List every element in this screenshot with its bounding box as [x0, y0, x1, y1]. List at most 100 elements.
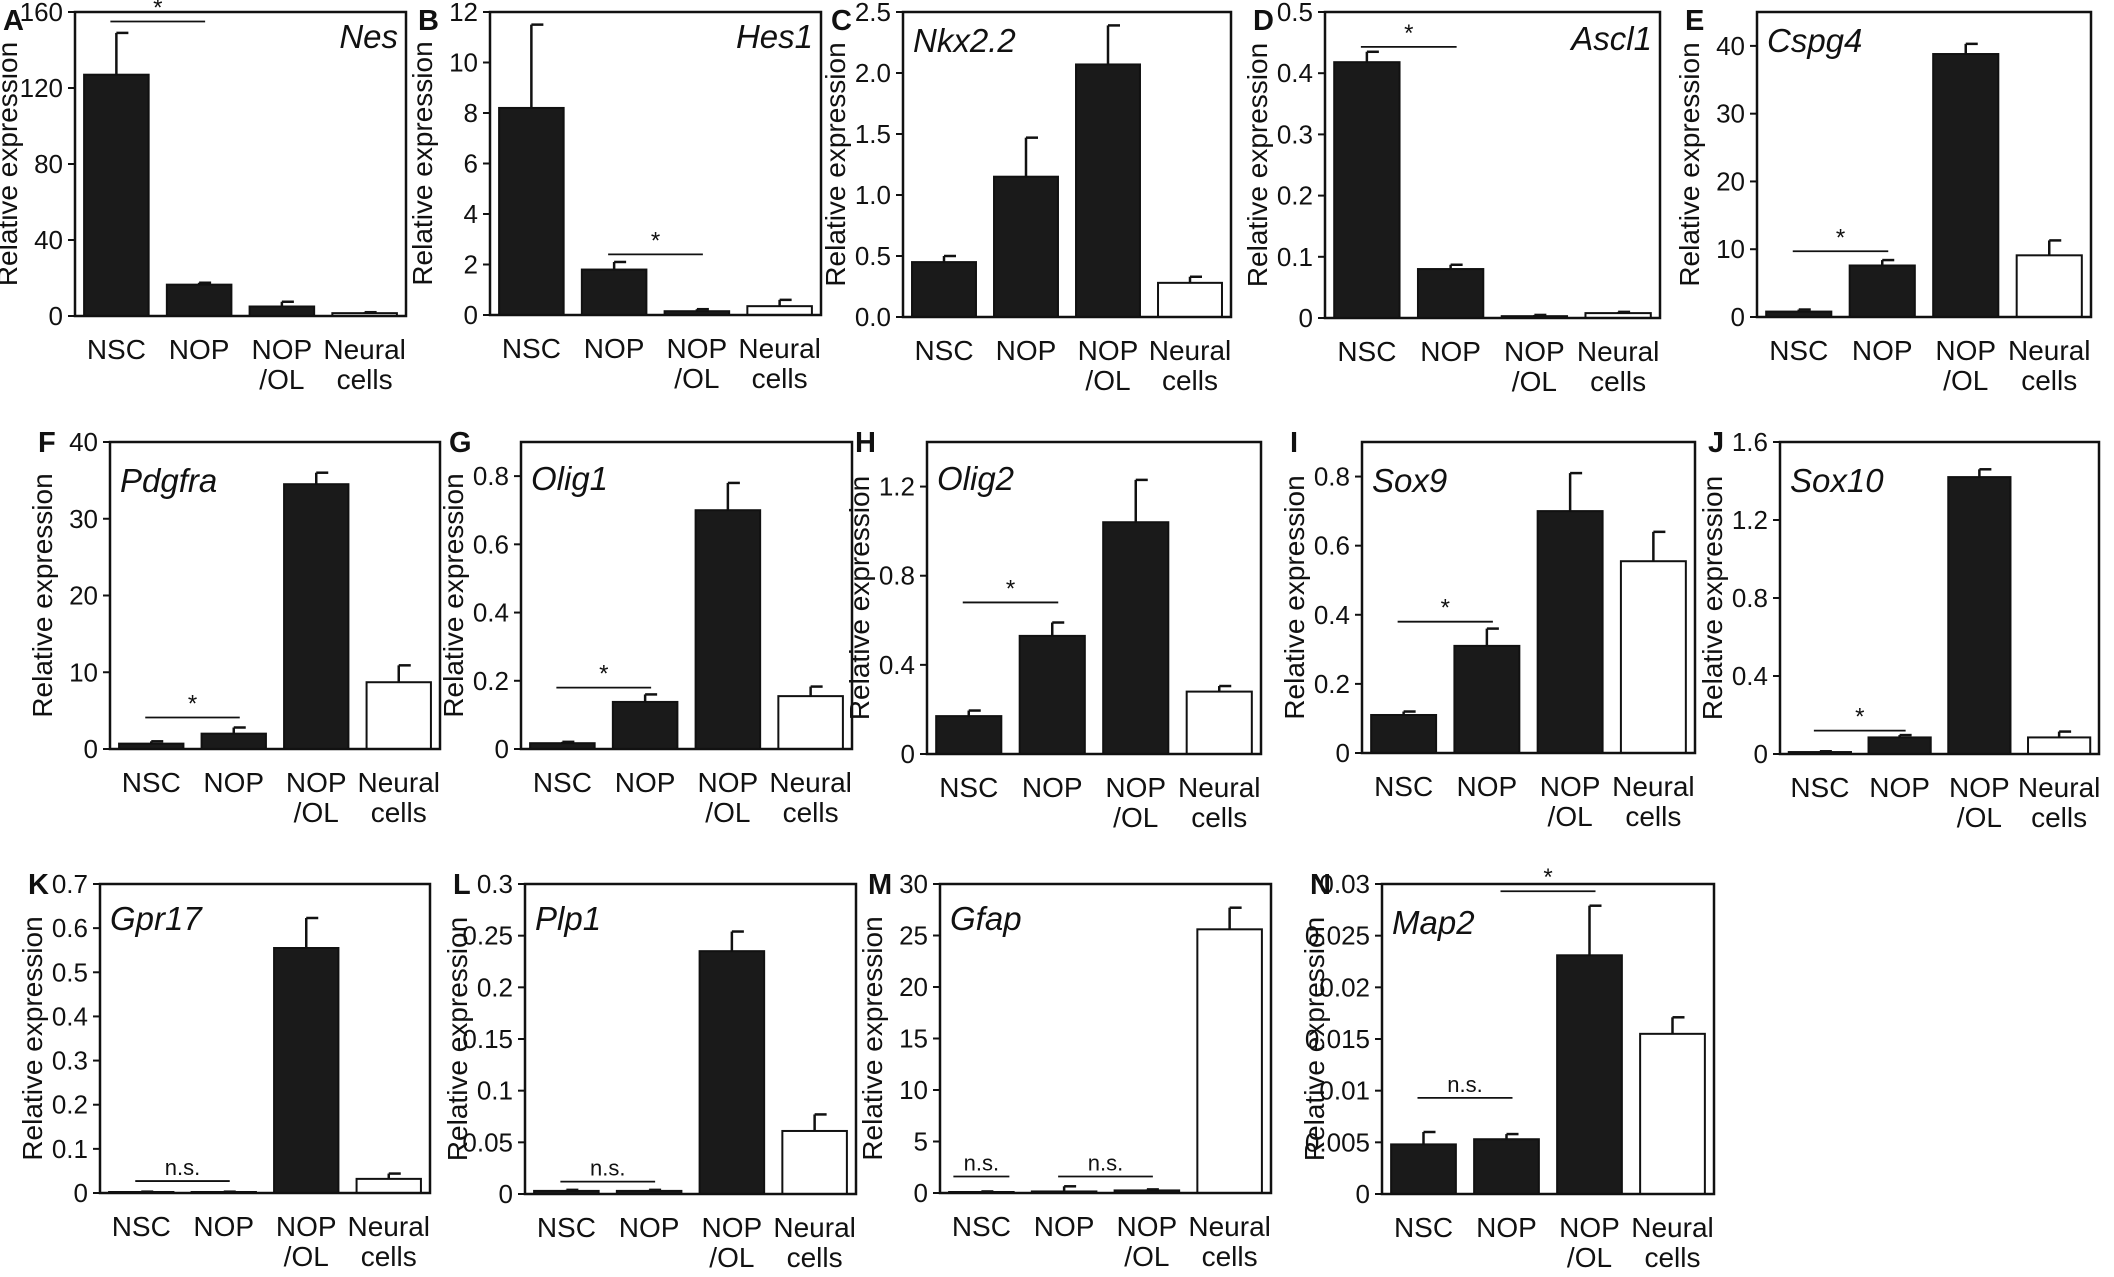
category-label: NOP	[615, 767, 676, 798]
y-tick-label: 5	[914, 1127, 928, 1157]
bar-k-2	[273, 947, 340, 1194]
y-tick-label: 15	[899, 1024, 928, 1054]
bar-g-3	[777, 695, 844, 751]
panel-i: I Relative expression 0 0.2 0.4 0.6 0.8 * Sox9 NS…	[1279, 427, 1697, 832]
category-label: /OL	[1957, 802, 2002, 833]
y-tick-label: 20	[1716, 166, 1745, 196]
category-label: NSC	[1374, 771, 1433, 802]
category-label: /OL	[284, 1241, 329, 1272]
panel-letter: I	[1290, 427, 1298, 459]
y-tick-label: 0	[49, 301, 63, 331]
category-label: cells	[371, 797, 427, 828]
significance-label: *	[651, 227, 660, 254]
category-label: NOP	[286, 767, 347, 798]
y-tick-label: 0.1	[1277, 242, 1313, 272]
y-axis-title: Relative expression	[1242, 43, 1273, 287]
panel-h: H Relative expression 0 0.4 0.8 1.2 * Olig2 NSC N…	[844, 427, 1263, 833]
bar-b-0	[498, 106, 565, 316]
bar-d-1	[1416, 268, 1485, 320]
category-label: NOP	[1559, 1212, 1620, 1243]
y-tick-label: 40	[34, 225, 63, 255]
bar-k-3	[355, 1177, 422, 1194]
panel-d: D Relative expression 0 0.1 0.2 0.3 0.4 0.5 * Asc…	[1242, 0, 1662, 397]
bar-e-1	[1848, 264, 1916, 319]
category-label: NOP	[1022, 772, 1083, 803]
panel-letter: D	[1253, 5, 1274, 37]
significance-label: *	[1404, 20, 1413, 47]
y-tick-label: 10	[899, 1075, 928, 1105]
category-label: NOP	[1869, 772, 1930, 803]
gene-title: Gfap	[950, 900, 1022, 937]
panel-e: E Relative expression 0 10 20 30 40 * Cspg4 NSC NO…	[1674, 5, 2093, 396]
bar-n-2	[1556, 954, 1623, 1195]
panel-letter: L	[453, 869, 471, 901]
category-label: NOP	[1105, 772, 1166, 803]
bar-c-3	[1157, 281, 1223, 318]
category-label: NOP	[702, 1212, 763, 1243]
category-label: Neural	[2018, 772, 2100, 803]
y-tick-label: 0.3	[477, 869, 513, 899]
significance-label: *	[1441, 595, 1450, 622]
y-tick-label: 80	[34, 149, 63, 179]
category-label: NOP	[252, 334, 313, 365]
y-axis-title: Relative expression	[1279, 475, 1310, 719]
bar-h-3	[1185, 690, 1253, 755]
bar-e-3	[2015, 254, 2083, 318]
y-axis-title: Relative expression	[1697, 476, 1728, 720]
y-axis-title: Relative expression	[27, 473, 58, 717]
y-tick-label: 8	[464, 98, 478, 128]
y-tick-label: 4	[464, 199, 478, 229]
panel-letter: M	[868, 869, 892, 901]
y-tick-label: 0.6	[473, 529, 509, 559]
category-label: cells	[337, 364, 393, 395]
y-tick-label: 0.4	[879, 650, 915, 680]
y-tick-label: 2.0	[855, 58, 891, 88]
panel-b: B Relative expression 0 2 4 6 8 10 12 * Hes1 NSC NOP…	[407, 0, 823, 394]
bar-f-2	[283, 483, 350, 750]
bar-g-2	[694, 509, 762, 750]
y-axis-title: Relative expression	[0, 42, 23, 286]
bar-a-0	[83, 73, 150, 317]
panel-f: F Relative expression 0 10 20 30 40 * Pdgfra NSC N…	[27, 427, 442, 828]
y-tick-label: 6	[464, 149, 478, 179]
significance-label: n.s.	[1447, 1072, 1482, 1097]
plot-frame	[108, 440, 442, 751]
panel-letter: G	[449, 427, 472, 459]
panel-letter: E	[1685, 5, 1704, 37]
y-axis-title: Relative expression	[407, 41, 438, 285]
significance-label: *	[1543, 864, 1552, 891]
bar-d-0	[1333, 61, 1401, 319]
category-label: NSC	[1337, 336, 1396, 367]
panel-letter: J	[1708, 427, 1724, 459]
panel-letter: C	[831, 5, 852, 37]
y-tick-label: 0.7	[52, 869, 88, 899]
y-tick-label: 40	[1716, 31, 1745, 61]
significance-label: *	[1855, 704, 1864, 731]
bar-j-3	[2027, 736, 2092, 755]
gene-title: Map2	[1392, 904, 1475, 941]
category-label: Neural	[1631, 1212, 1713, 1243]
category-label: Neural	[1188, 1211, 1270, 1242]
bar-i-1	[1453, 644, 1521, 755]
category-label: NOP	[1034, 1211, 1095, 1242]
significance-label: *	[188, 691, 197, 718]
category-label: cells	[1162, 365, 1218, 396]
category-label: /OL	[1567, 1242, 1612, 1273]
bar-j-2	[1947, 476, 2012, 755]
y-tick-label: 30	[1716, 99, 1745, 129]
gene-title: Ascl1	[1569, 20, 1652, 57]
y-tick-label: 0.3	[1277, 119, 1313, 149]
panel-letter: K	[28, 869, 49, 901]
y-tick-label: 0.8	[1314, 462, 1350, 492]
y-tick-label: 1.2	[1732, 505, 1768, 535]
category-label: /OL	[1548, 801, 1593, 832]
bar-a-2	[248, 305, 316, 317]
bar-i-3	[1619, 560, 1687, 755]
category-label: Neural	[1577, 336, 1659, 367]
category-label: NSC	[1790, 772, 1849, 803]
category-label: Neural	[773, 1212, 855, 1243]
category-label: /OL	[1124, 1241, 1169, 1272]
y-tick-label: 0.2	[477, 972, 513, 1002]
bar-f-1	[200, 732, 267, 751]
